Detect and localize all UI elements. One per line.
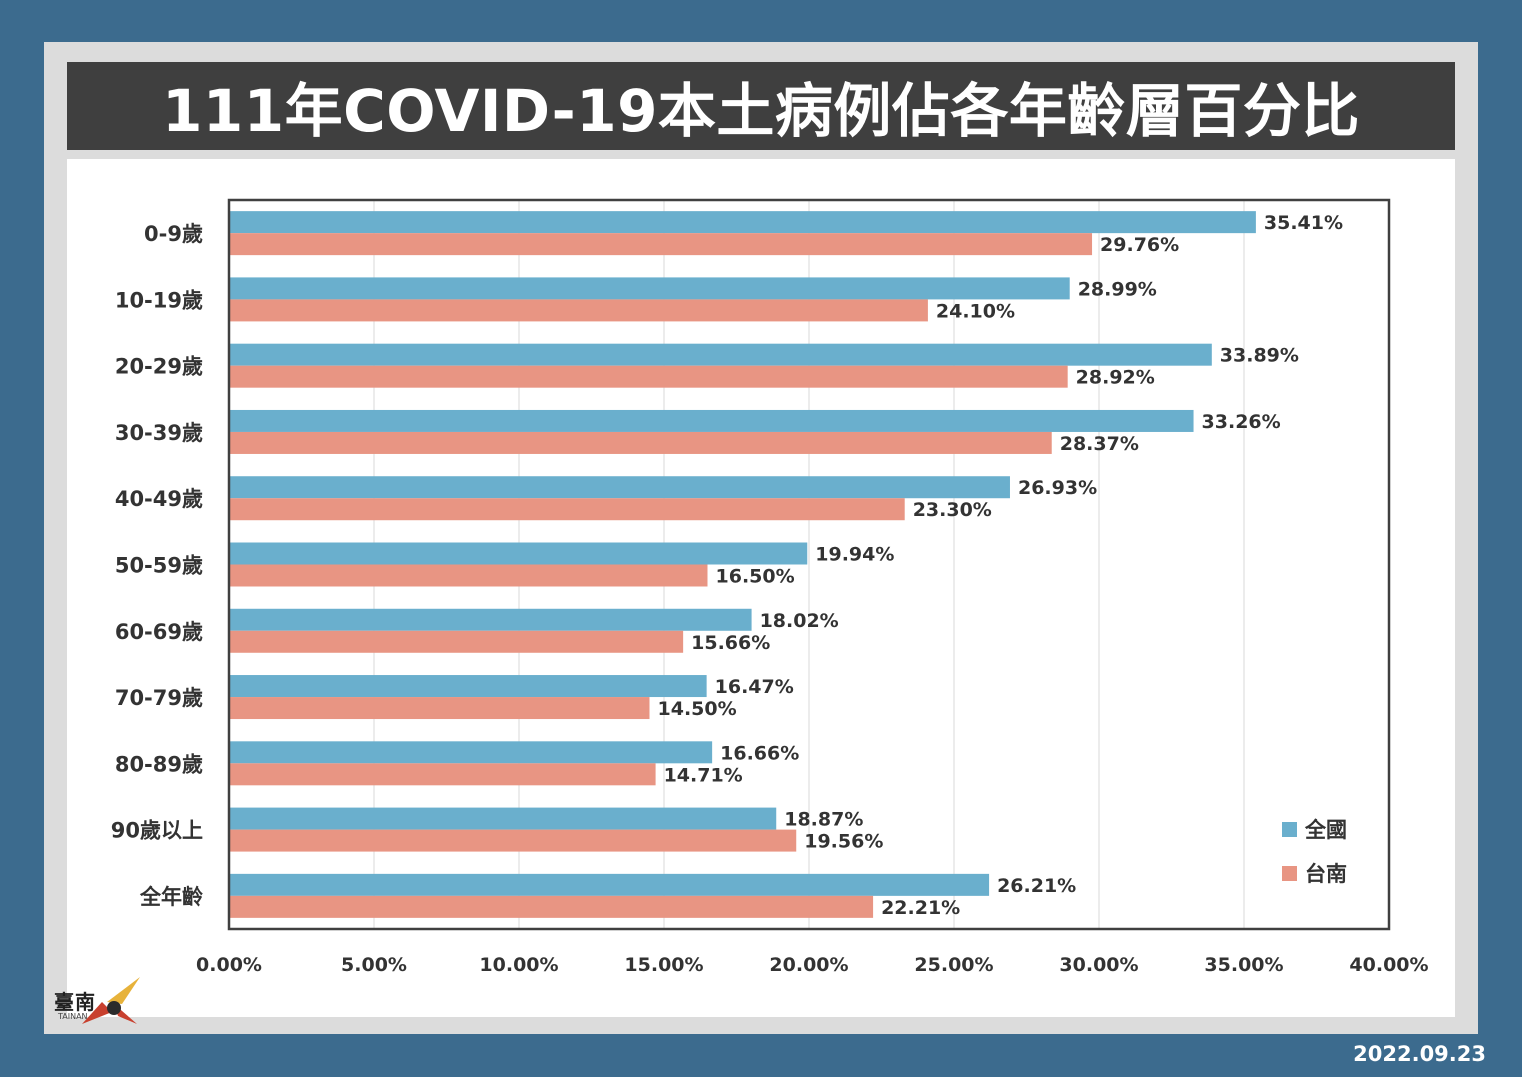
data-label: 14.50% (658, 698, 737, 720)
category-label: 70-79歲 (115, 686, 203, 710)
bar-tainan (229, 895, 874, 918)
x-tick-label: 35.00% (1204, 954, 1283, 976)
data-label: 24.10% (936, 300, 1015, 322)
category-label: 90歲以上 (111, 819, 203, 843)
category-label: 30-39歲 (115, 421, 203, 445)
data-label: 29.76% (1100, 234, 1179, 256)
bar-tainan (229, 564, 708, 587)
category-label: 80-89歲 (115, 752, 203, 776)
bar-national (229, 343, 1212, 366)
data-label: 22.21% (881, 897, 960, 919)
data-label: 26.21% (997, 875, 1076, 897)
data-label: 23.30% (913, 499, 992, 521)
legend-label: 台南 (1305, 862, 1347, 886)
tainan-logo: 臺南 TAINAN (52, 972, 152, 1027)
category-label: 50-59歲 (115, 554, 203, 578)
x-tick-label: 15.00% (624, 954, 703, 976)
x-tick-label: 10.00% (479, 954, 558, 976)
data-label: 28.92% (1076, 367, 1155, 389)
date-stamp: 2022.09.23 (1353, 1042, 1486, 1066)
data-label: 16.50% (716, 566, 795, 588)
bar-tainan (229, 431, 1052, 454)
bar-tainan (229, 630, 684, 653)
bar-tainan (229, 763, 656, 786)
category-label: 10-19歲 (115, 288, 203, 312)
logo-subtext: TAINAN (58, 1012, 88, 1021)
bar-national (229, 807, 777, 830)
bar-national (229, 211, 1256, 234)
x-tick-label: 5.00% (341, 954, 407, 976)
data-label: 16.66% (720, 742, 799, 764)
data-label: 15.66% (691, 632, 770, 654)
x-tick-label: 20.00% (769, 954, 848, 976)
legend-label: 全國 (1304, 818, 1347, 842)
bar-chart: 35.41% 29.76% 0-9歲 28.99% 24.10% 10-19歲 33.89%… (111, 198, 1429, 976)
page-title: 111年COVID-19本土病例佔各年齡層百分比 (67, 62, 1455, 150)
bar-tainan (229, 498, 905, 521)
legend-swatch (1282, 822, 1297, 837)
bar-national (229, 873, 990, 896)
x-tick-label: 0.00% (196, 954, 262, 976)
bar-national (229, 675, 707, 698)
bar-tainan (229, 365, 1068, 388)
x-tick-label: 30.00% (1059, 954, 1138, 976)
category-label: 0-9歲 (144, 222, 203, 246)
data-label: 19.56% (804, 831, 883, 853)
data-label: 26.93% (1018, 477, 1097, 499)
data-label: 19.94% (815, 544, 894, 566)
data-label: 33.89% (1220, 345, 1299, 367)
bar-national (229, 608, 752, 631)
data-label: 28.37% (1060, 433, 1139, 455)
data-label: 16.47% (715, 676, 794, 698)
data-label: 14.71% (664, 764, 743, 786)
bar-national (229, 542, 808, 565)
x-tick-label: 40.00% (1349, 954, 1428, 976)
tainan-emblem-icon (82, 977, 140, 1024)
category-label: 40-49歲 (115, 487, 203, 511)
bar-tainan (229, 697, 650, 720)
bar-national (229, 409, 1194, 432)
logo-text: 臺南 (54, 990, 96, 1014)
data-label: 18.02% (760, 610, 839, 632)
bar-tainan (229, 233, 1093, 256)
bar-national (229, 741, 713, 764)
plot-border (227, 198, 1391, 931)
category-label: 20-29歲 (115, 355, 203, 379)
bar-tainan (229, 299, 928, 322)
category-label: 全年齡 (139, 885, 203, 909)
bar-national (229, 277, 1070, 300)
bar-tainan (229, 829, 797, 852)
category-label: 60-69歲 (115, 620, 203, 644)
data-label: 33.26% (1202, 411, 1281, 433)
x-tick-label: 25.00% (914, 954, 993, 976)
legend-swatch (1282, 866, 1297, 881)
data-label: 35.41% (1264, 212, 1343, 234)
chart-panel: 35.41% 29.76% 0-9歲 28.99% 24.10% 10-19歲 33.89%… (67, 159, 1455, 1017)
data-label: 28.99% (1078, 278, 1157, 300)
data-label: 18.87% (784, 809, 863, 831)
bar-national (229, 476, 1010, 499)
